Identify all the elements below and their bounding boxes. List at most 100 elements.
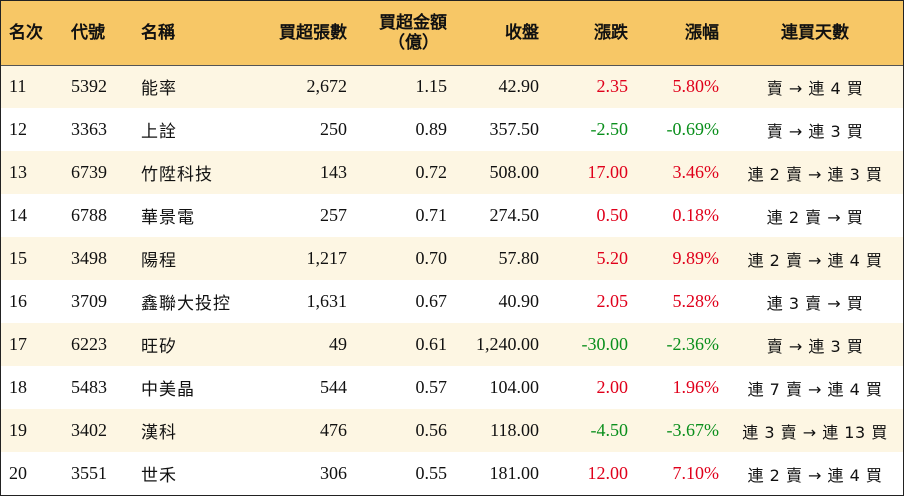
- net-buy-amount-cell: 0.89: [415, 119, 448, 139]
- name-cell: 世禾: [141, 466, 177, 486]
- change-cell: 5.20: [596, 248, 629, 268]
- streak-cell: 連 7 賣 → 連 4 買: [747, 379, 883, 399]
- code-cell: 6223: [71, 334, 107, 354]
- streak-cell: 連 3 賣 → 買: [766, 293, 864, 313]
- net-buy-lots-cell: 49: [329, 334, 347, 354]
- net-buy-lots-cell: 1,217: [306, 248, 348, 268]
- net-buy-lots-cell: 143: [320, 162, 347, 182]
- header-code: 代號: [71, 22, 105, 43]
- streak-cell: 連 2 賣 → 連 4 買: [747, 250, 883, 270]
- streak-cell: 賣 → 連 3 買: [766, 121, 864, 141]
- close-price-cell: 357.50: [489, 119, 540, 139]
- name-cell: 陽程: [141, 251, 177, 271]
- table-row: 17 6223 旺矽 49 0.61 1,240.00 -30.00 -2.36% 賣 → 連 …: [1, 323, 903, 366]
- net-buy-amount-cell: 0.55: [415, 463, 448, 483]
- rank-cell: 12: [9, 119, 27, 139]
- net-buy-amount-cell: 0.72: [415, 162, 448, 182]
- rank-cell: 18: [9, 377, 27, 397]
- net-buy-lots-cell: 476: [320, 420, 347, 440]
- header-net-buy-amount: 買超金額 （億）: [355, 1, 455, 65]
- header-net-buy-amount-line2: （億）: [388, 32, 439, 53]
- net-buy-amount-cell: 1.15: [415, 76, 448, 97]
- streak-cell: 連 2 賣 → 連 4 買: [747, 465, 883, 485]
- table-row: 15 3498 陽程 1,217 0.70 57.80 5.20 9.89% 連 2 賣 → 連…: [1, 237, 903, 280]
- name-cell: 竹陞科技: [141, 165, 213, 185]
- net-buy-lots-cell: 257: [320, 205, 347, 225]
- change-pct-cell: 9.89%: [672, 248, 720, 268]
- rank-cell: 15: [9, 248, 27, 268]
- code-cell: 3363: [71, 119, 107, 139]
- rank-cell: 16: [9, 291, 27, 311]
- name-cell: 漢科: [141, 423, 177, 443]
- code-cell: 5483: [71, 377, 107, 397]
- name-cell: 上詮: [141, 122, 177, 142]
- header-change: 漲跌: [594, 22, 628, 43]
- table-row: 16 3709 鑫聯大投控 1,631 0.67 40.90 2.05 5.28% 連 3 賣 …: [1, 280, 903, 323]
- header-row: 名次 代號 名稱 買超張數 買超金額 （億） 收盤 漲跌 漲幅 連買天數: [1, 1, 903, 65]
- name-cell: 中美晶: [141, 380, 195, 400]
- close-price-cell: 57.80: [498, 248, 540, 268]
- code-cell: 3709: [71, 291, 107, 311]
- change-pct-cell: 1.96%: [672, 377, 720, 397]
- change-cell: -2.50: [590, 119, 629, 139]
- close-price-cell: 104.00: [489, 377, 540, 397]
- header-change-pct: 漲幅: [685, 22, 719, 43]
- streak-cell: 賣 → 連 4 買: [766, 78, 864, 98]
- name-cell: 鑫聯大投控: [141, 294, 231, 314]
- change-cell: -30.00: [581, 334, 629, 354]
- change-cell: 2.05: [596, 291, 629, 311]
- header-net-buy-amount-line1: 買超金額: [379, 12, 447, 33]
- change-pct-cell: 5.80%: [672, 76, 720, 97]
- change-cell: 2.00: [596, 377, 629, 397]
- table-row: 19 3402 漢科 476 0.56 118.00 -4.50 -3.67% 連 3 賣 → …: [1, 409, 903, 452]
- net-buy-lots-cell: 250: [320, 119, 347, 139]
- change-pct-cell: -0.69%: [666, 119, 720, 139]
- change-pct-cell: 0.18%: [672, 205, 720, 225]
- net-buy-lots-cell: 2,672: [306, 76, 348, 97]
- close-price-cell: 181.00: [489, 463, 540, 483]
- net-buy-amount-cell: 0.71: [415, 205, 448, 225]
- streak-cell: 連 2 賣 → 連 3 買: [747, 164, 883, 184]
- change-pct-cell: 3.46%: [672, 162, 720, 182]
- streak-cell: 連 2 賣 → 買: [766, 207, 864, 227]
- table-row: 13 6739 竹陞科技 143 0.72 508.00 17.00 3.46% 連 2 賣 →…: [1, 151, 903, 194]
- rank-cell: 13: [9, 162, 27, 182]
- net-buy-lots-cell: 1,631: [306, 291, 348, 311]
- change-cell: 12.00: [587, 463, 629, 483]
- table-row: 18 5483 中美晶 544 0.57 104.00 2.00 1.96% 連 7 賣 → 連…: [1, 366, 903, 409]
- header-name: 名稱: [141, 22, 175, 43]
- header-rank: 名次: [9, 22, 43, 43]
- rank-cell: 19: [9, 420, 27, 440]
- code-cell: 5392: [71, 76, 107, 97]
- rank-cell: 14: [9, 205, 27, 225]
- table-header: 名次 代號 名稱 買超張數 買超金額 （億） 收盤 漲跌 漲幅 連買天數: [1, 1, 903, 65]
- change-pct-cell: 5.28%: [672, 291, 720, 311]
- change-pct-cell: -2.36%: [666, 334, 720, 354]
- net-buy-amount-cell: 0.56: [415, 420, 448, 440]
- change-cell: -4.50: [590, 420, 629, 440]
- net-buy-amount-cell: 0.57: [415, 377, 448, 397]
- net-buy-amount-cell: 0.67: [415, 291, 448, 311]
- change-cell: 0.50: [596, 205, 629, 225]
- table-row: 14 6788 華景電 257 0.71 274.50 0.50 0.18% 連 2 賣 → 買: [1, 194, 903, 237]
- streak-cell: 賣 → 連 3 買: [766, 336, 864, 356]
- close-price-cell: 118.00: [490, 420, 539, 440]
- change-cell: 2.35: [596, 76, 629, 97]
- header-close: 收盤: [505, 22, 539, 43]
- header-streak: 連買天數: [781, 22, 849, 43]
- table-body: 11 5392 能率 2,672 1.15 42.90 2.35 5.80% 賣 → 連 4 買…: [1, 65, 903, 495]
- name-cell: 華景電: [141, 208, 195, 228]
- change-pct-cell: 7.10%: [672, 463, 720, 483]
- streak-cell: 連 3 賣 → 連 13 買: [742, 422, 888, 442]
- close-price-cell: 42.90: [498, 76, 540, 97]
- code-cell: 3551: [71, 463, 107, 483]
- name-cell: 能率: [141, 79, 177, 100]
- table-row: 12 3363 上詮 250 0.89 357.50 -2.50 -0.69% 賣 → 連 3 …: [1, 108, 903, 151]
- header-net-buy-lots: 買超張數: [279, 22, 347, 43]
- net-buy-amount-cell: 0.70: [415, 248, 448, 268]
- close-price-cell: 508.00: [489, 162, 540, 182]
- code-cell: 3402: [71, 420, 107, 440]
- rank-cell: 20: [9, 463, 27, 483]
